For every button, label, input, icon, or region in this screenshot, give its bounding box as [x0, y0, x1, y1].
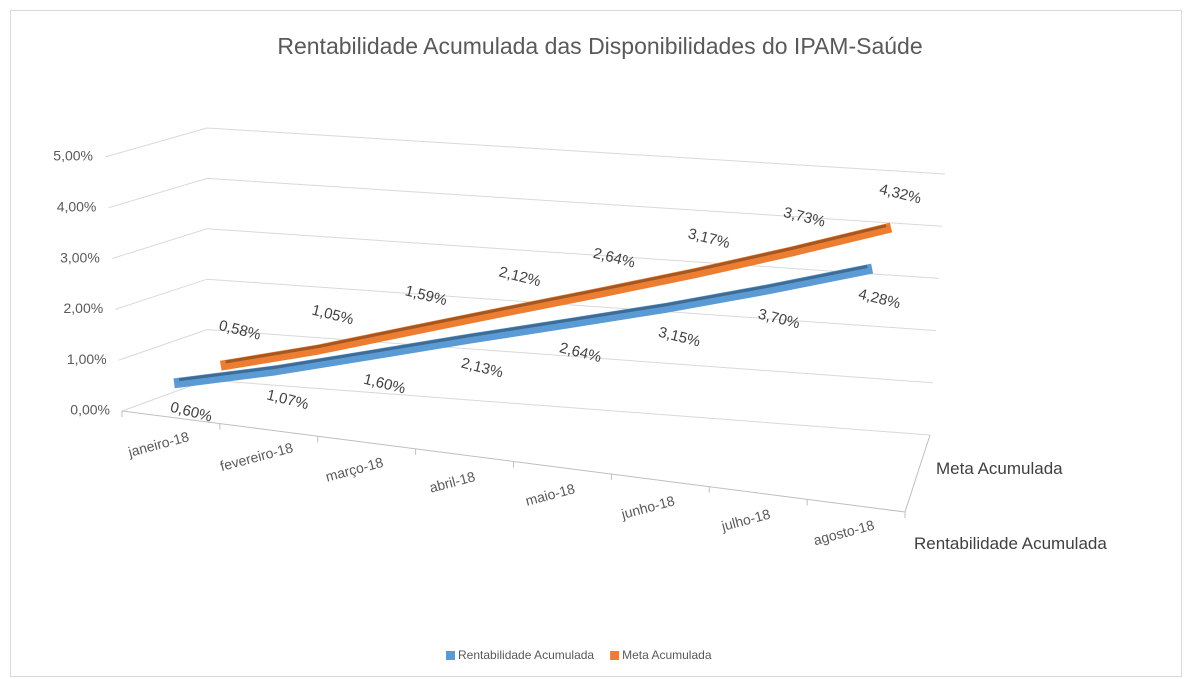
- y-tick-label: 1,00%: [67, 351, 107, 367]
- series-ribbon-top: [178, 265, 868, 382]
- series-ribbon: [173, 263, 874, 389]
- depth-tick-label: Meta Acumulada: [936, 459, 1063, 478]
- y-tick-label: 0,00%: [70, 402, 110, 418]
- series-ribbon-top: [225, 224, 887, 364]
- chart-title: Rentabilidade Acumulada das Disponibilid…: [277, 33, 922, 59]
- grid-line: [118, 329, 934, 384]
- y-tick-label: 3,00%: [60, 249, 100, 265]
- grid-line: [111, 228, 940, 279]
- legend-label: Rentabilidade Acumulada: [458, 648, 594, 662]
- series-ribbon: [219, 222, 893, 371]
- depth-tick-label: Rentabilidade Acumulada: [914, 534, 1107, 553]
- legend-swatch: [446, 651, 455, 660]
- grid-line: [115, 278, 937, 332]
- legend-label: Meta Acumulada: [622, 648, 712, 662]
- y-tick-label: 4,00%: [57, 199, 97, 215]
- depth-axis-line: [904, 434, 931, 513]
- legend-swatch: [610, 651, 620, 660]
- grid-line: [108, 177, 943, 227]
- y-tick-label: 2,00%: [63, 300, 103, 316]
- grid-line: [104, 127, 946, 175]
- y-tick-label: 5,00%: [53, 148, 93, 164]
- chart-frame: [10, 10, 1182, 677]
